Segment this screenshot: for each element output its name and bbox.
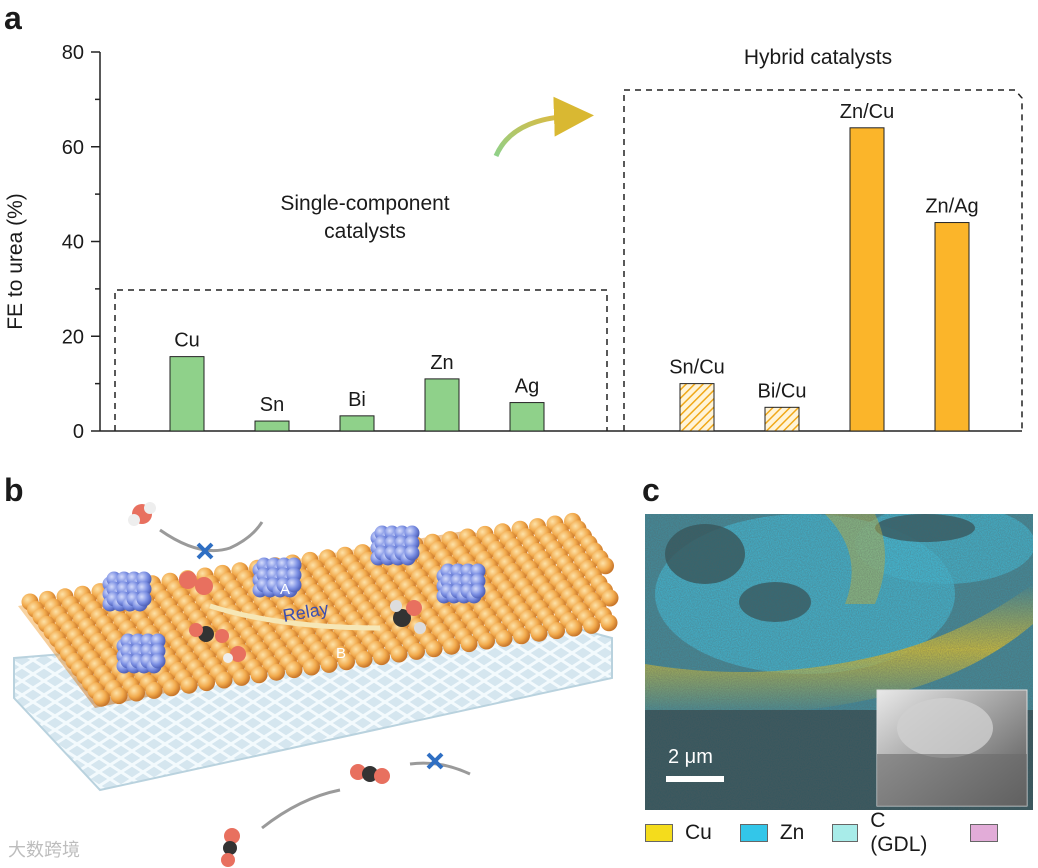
cu-atom (390, 645, 408, 663)
panel-letter-c: c (642, 472, 660, 508)
bar (339, 415, 375, 432)
cu-atom (145, 681, 163, 699)
bar-label: Zn (430, 352, 453, 374)
bar (169, 356, 205, 432)
cu-atom (548, 622, 565, 640)
legend-item-c: C (GDL) (832, 809, 942, 857)
bar-label: Sn/Cu (669, 357, 725, 379)
blocked-x-icon (196, 542, 444, 770)
hybrid-box (623, 89, 1023, 431)
single-component-box (114, 289, 608, 431)
y-tick-label: 80 (62, 42, 84, 64)
legend-swatch-c (832, 824, 859, 842)
bar (849, 127, 885, 432)
cu-atom (530, 624, 548, 642)
bar (679, 383, 715, 432)
y-tick-label: 40 (62, 232, 84, 254)
group-label-single: Single-component (280, 192, 449, 215)
cu-atom (355, 650, 373, 668)
legend-swatch-cu (645, 824, 673, 842)
cu-atom (373, 648, 390, 666)
bar (424, 378, 460, 432)
cu-atom (478, 632, 495, 650)
label-a: A (280, 581, 290, 598)
cu-atom (180, 676, 198, 694)
y-tick-label: 0 (73, 421, 84, 443)
scale-bar-label: 2 μm (668, 746, 713, 768)
cu-atom (583, 616, 600, 634)
y-axis-label: FE to urea (%) (4, 193, 27, 330)
cu-atom (513, 627, 530, 645)
cu-atom (320, 655, 338, 673)
eds-elemental-map (645, 514, 1033, 810)
legend-item-zn: Zn (739, 821, 805, 845)
cu-atom (215, 671, 233, 689)
cu-atom (110, 687, 128, 705)
bar-label: Bi/Cu (758, 380, 807, 402)
bar (764, 406, 800, 432)
zn-atom (470, 583, 486, 599)
zn-clusters (102, 525, 486, 674)
bar-label: Zn/Ag (925, 196, 978, 218)
cu-atom (408, 642, 425, 660)
legend-label-cu: Cu (685, 821, 712, 844)
cu-atom (303, 658, 320, 676)
cu-atom (250, 666, 268, 684)
legend-item-cu: Cu (645, 821, 712, 845)
legend-swatch-zn (739, 824, 768, 842)
panel-letter-a: a (4, 0, 22, 36)
group-boxes: Single-component catalysts Hybrid catalyst… (114, 46, 1023, 431)
cu-atom (338, 653, 355, 671)
cu-atom (198, 674, 215, 692)
label-b: B (336, 645, 346, 662)
molecules (128, 502, 426, 867)
cu-atom (600, 614, 618, 632)
zn-atom (286, 577, 302, 593)
cu-atom (597, 557, 614, 575)
legend-swatch-extra (970, 824, 998, 842)
group-label-hybrid: Hybrid catalysts (744, 46, 892, 69)
cu-atom (93, 689, 110, 707)
cu-atom (565, 619, 583, 637)
cu-atom (233, 668, 250, 686)
bar (934, 222, 970, 432)
cu-atom (268, 663, 285, 681)
scale-bar (666, 776, 724, 782)
group-label-single: catalysts (324, 220, 406, 243)
transition-arrow (493, 96, 594, 158)
cu-atom (285, 661, 303, 679)
zn-atom (136, 591, 152, 607)
cu-atom (128, 684, 145, 702)
cu-atom (601, 589, 619, 607)
y-tick-label: 60 (62, 137, 84, 159)
bar (509, 402, 545, 432)
cu-atom (163, 679, 180, 697)
zn-atom (150, 653, 166, 669)
bar-label: Sn (260, 394, 284, 416)
relay-path (209, 603, 381, 631)
cu-atom (460, 635, 478, 653)
relay-catalysis-schematic: A Relay B (13, 502, 619, 867)
bars: Cu Sn Bi Zn Ag Sn/Cu Bi/Cu Zn/Cu Zn/Ag (169, 101, 979, 432)
urea-fe-bar-chart: 0 20 40 60 80 FE to urea (%) Cu Sn Bi Zn Ag Sn/Cu B… (4, 42, 1023, 443)
bar-label: Cu (174, 330, 200, 352)
cu-atom (425, 640, 443, 658)
element-legend: Cu Zn C (GDL) (645, 809, 1038, 856)
legend-item-extra (970, 824, 1010, 842)
legend-label-zn: Zn (779, 821, 805, 844)
watermark: 大数跨境 (8, 840, 80, 861)
cu-atom (495, 629, 513, 647)
bar-label: Ag (515, 376, 539, 398)
y-tick-label: 20 (62, 326, 84, 348)
cu-atom (443, 637, 460, 655)
zn-atom (404, 545, 420, 561)
bar-label: Bi (348, 389, 366, 411)
bar-label: Zn/Cu (840, 101, 894, 123)
panel-letter-b: b (4, 472, 24, 508)
legend-label-c: C (GDL) (870, 809, 928, 856)
bar (254, 420, 290, 432)
